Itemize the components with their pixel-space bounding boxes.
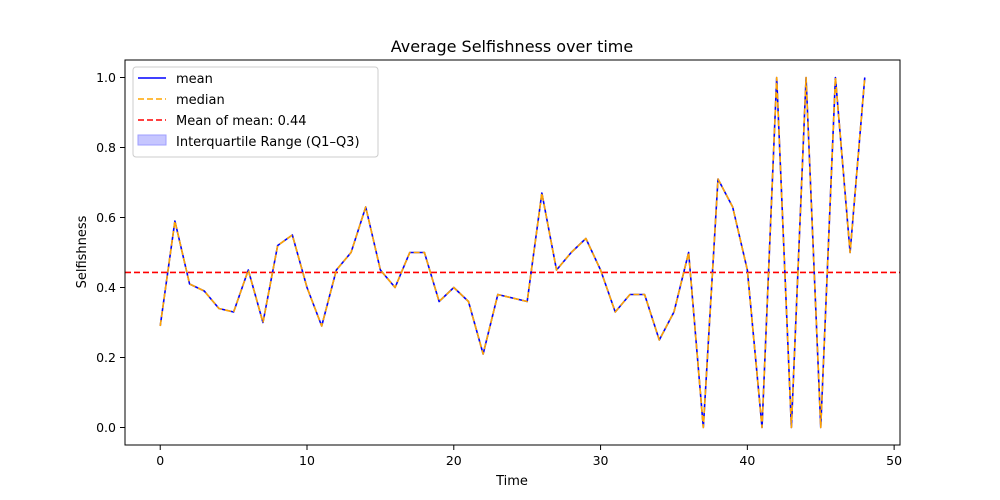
- x-tick-label: 50: [886, 453, 902, 468]
- x-axis-label: Time: [495, 474, 528, 489]
- y-tick-label: 0.4: [96, 280, 116, 295]
- x-tick-label: 30: [593, 453, 609, 468]
- axes-frame: [124, 59, 901, 446]
- legend-median-label: median: [176, 93, 225, 108]
- legend: mean median Mean of mean: 0.44 Interquar…: [132, 66, 379, 158]
- y-tick-label: 0.6: [96, 210, 116, 225]
- chart-title: Average Selfishness over time: [391, 37, 633, 56]
- series-line-mean: [159, 76, 866, 429]
- y-tick-label: 0.2: [96, 350, 116, 365]
- legend-mean-label: mean: [176, 72, 213, 87]
- y-tick-label: 0.8: [96, 140, 116, 155]
- x-tick-label: 20: [446, 453, 462, 468]
- x-tick-label: 40: [739, 453, 755, 468]
- x-tick-label: 10: [299, 453, 315, 468]
- y-axis-label: Selfishness: [75, 215, 90, 288]
- legend-mean-of-mean-label: Mean of mean: 0.44: [176, 114, 307, 129]
- x-tick-label: 0: [156, 453, 164, 468]
- y-tick-label: 1.0: [96, 70, 116, 85]
- y-tick-label: 0.0: [96, 420, 116, 435]
- y-axis-ticks: 0.0 0.2 0.4 0.6 0.8 1.0: [96, 70, 125, 435]
- legend-box: [132, 66, 379, 158]
- legend-iqr-label: Interquartile Range (Q1–Q3): [176, 135, 360, 150]
- legend-iqr-swatch: [137, 134, 167, 146]
- x-axis-ticks: 0 10 20 30 40 50: [156, 445, 902, 468]
- series-group: [159, 76, 866, 429]
